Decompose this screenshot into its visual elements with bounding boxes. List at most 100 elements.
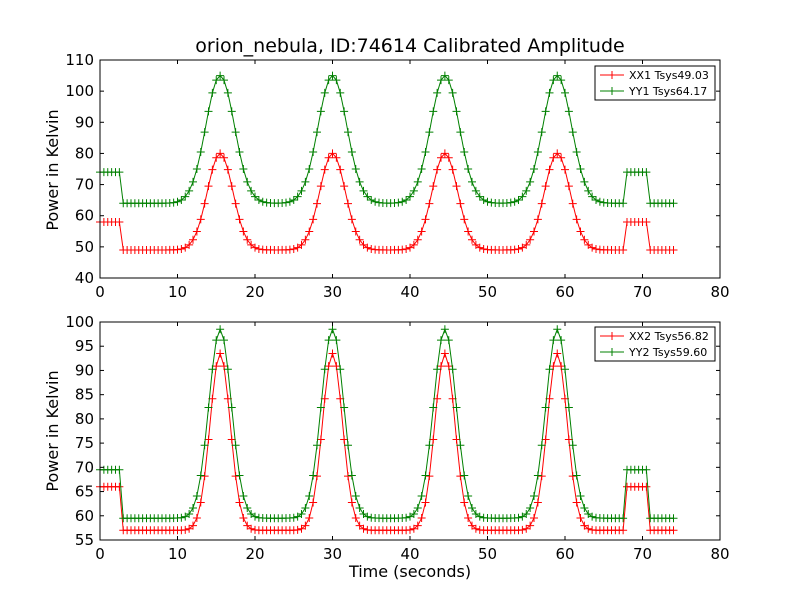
bottom-series-1-point — [227, 403, 236, 412]
bottom-series-1 — [96, 325, 678, 523]
bottom-series-0 — [96, 349, 678, 535]
top-series-1-point — [332, 76, 341, 85]
bottom-xlabel: Time (seconds) — [348, 562, 471, 581]
bottom-series-0-point — [576, 513, 585, 522]
top-series-1-point — [359, 186, 368, 195]
top-series-1-point — [460, 148, 469, 157]
bottom-series-1-point — [549, 336, 558, 345]
bottom-series-1-point — [468, 503, 476, 512]
bottom-series-1-point — [456, 441, 465, 450]
top-series-1-point — [433, 88, 442, 97]
top-series-0-point — [533, 215, 542, 224]
bottom-series-1-point — [351, 491, 360, 500]
bottom-series-1-point — [402, 513, 411, 522]
top-series-1-point — [367, 195, 376, 204]
top-series-1-point — [247, 186, 256, 195]
top-series-0-point — [309, 215, 318, 224]
bottom-ylabel: Power in Kelvin — [43, 370, 62, 491]
top-series-1-point — [561, 88, 569, 97]
top-series-1-point — [169, 198, 178, 207]
top-series-1-point — [243, 177, 252, 186]
bottom-series-0-point — [533, 498, 542, 507]
bottom-series-1-point — [355, 503, 364, 512]
bottom-series-0-point — [231, 472, 240, 481]
bottom-series-0-point — [541, 435, 550, 444]
bottom-series-0-point — [440, 349, 449, 358]
bottom-series-1-point — [297, 509, 306, 518]
top-series-0-point — [456, 199, 465, 208]
bottom-series-0-point — [115, 482, 124, 491]
top-series-1-point — [483, 197, 492, 206]
top-series-0-point — [220, 153, 228, 162]
top-series-1-point — [471, 186, 480, 195]
top-xtick-label: 50 — [478, 283, 497, 301]
top-series-1-point — [553, 71, 562, 80]
bottom-series-0-point — [452, 435, 461, 444]
bottom-series-1-point — [642, 465, 651, 474]
bottom-series-1-point — [572, 471, 581, 480]
top-series-0-point — [409, 240, 418, 249]
top-series-0-point — [351, 227, 360, 236]
top-series-0-point — [212, 153, 221, 162]
bottom-series-1-point — [537, 441, 546, 450]
bottom-series-0-point — [309, 498, 318, 507]
top-series-1-point — [212, 76, 221, 85]
bottom-series-1-point — [541, 403, 550, 412]
top-legend-marker — [608, 87, 616, 95]
bottom-series-1-point — [212, 336, 221, 345]
bottom-series-1-point — [347, 471, 356, 480]
bottom-series-1-point — [363, 512, 372, 521]
top-series-1-point — [394, 198, 403, 207]
top-series-0 — [96, 149, 678, 254]
top-series-0-point — [429, 182, 438, 191]
top-series-0-point — [285, 245, 294, 254]
bottom-ytick-label: 80 — [75, 410, 94, 428]
top-series-1-point — [251, 192, 259, 201]
bottom-series-0-point — [316, 435, 325, 444]
top-ytick-label: 70 — [75, 176, 94, 194]
top-series-1-point — [313, 128, 321, 137]
top-series-0-point — [530, 227, 538, 236]
top-series-1-point — [537, 128, 546, 137]
top-series-0-point — [514, 244, 523, 253]
figure-title: orion_nebula, ID:74614 Calibrated Amplit… — [195, 35, 624, 57]
top-series-0-point — [239, 227, 248, 236]
bottom-series-1-point — [564, 403, 573, 412]
bottom-series-1-point — [421, 471, 430, 480]
bottom-series-0-point — [425, 472, 434, 481]
top-series-1-point — [425, 128, 434, 137]
bottom-series-0-point — [351, 513, 360, 522]
top-xtick-label: 40 — [400, 283, 419, 301]
top-series-0-point — [301, 235, 310, 244]
top-series-1-point — [185, 186, 194, 195]
top-series-1-point — [305, 164, 314, 173]
bottom-series-0-point — [347, 498, 356, 507]
bottom-series-1-point — [223, 365, 232, 374]
bottom-series-1-point — [189, 503, 197, 512]
bottom-series-1-point — [289, 513, 298, 522]
bottom-series-1-point — [301, 503, 310, 512]
top-series-1-point — [340, 107, 349, 116]
top-ytick-label: 80 — [75, 144, 94, 162]
top-series-0-point — [417, 227, 426, 236]
bottom-legend-label: YY2 Tsys59.60 — [628, 346, 707, 359]
bottom-legend-marker — [608, 348, 616, 356]
bottom-series-1-point — [243, 503, 252, 512]
bottom-series-0-point — [181, 525, 190, 534]
top-series-0-point — [324, 153, 333, 162]
bottom-series-1-point — [669, 514, 678, 523]
top-series-0-point — [425, 199, 434, 208]
top-series-1-point — [557, 76, 566, 85]
top-series-0-point — [305, 227, 314, 236]
bottom-series-0-point — [471, 524, 480, 533]
bottom-series-1-point — [336, 365, 345, 374]
bottom-series-1-point — [437, 336, 445, 345]
bottom-series-line-1 — [100, 327, 674, 519]
bottom-series-0-point — [328, 349, 337, 358]
bottom-ytick-label: 55 — [75, 531, 94, 549]
top-series-0-point — [216, 149, 225, 158]
top-legend-box — [594, 65, 716, 101]
bottom-series-1-point — [417, 491, 426, 500]
bottom-series-0-point — [200, 472, 209, 481]
top-series-1-point — [564, 107, 573, 116]
